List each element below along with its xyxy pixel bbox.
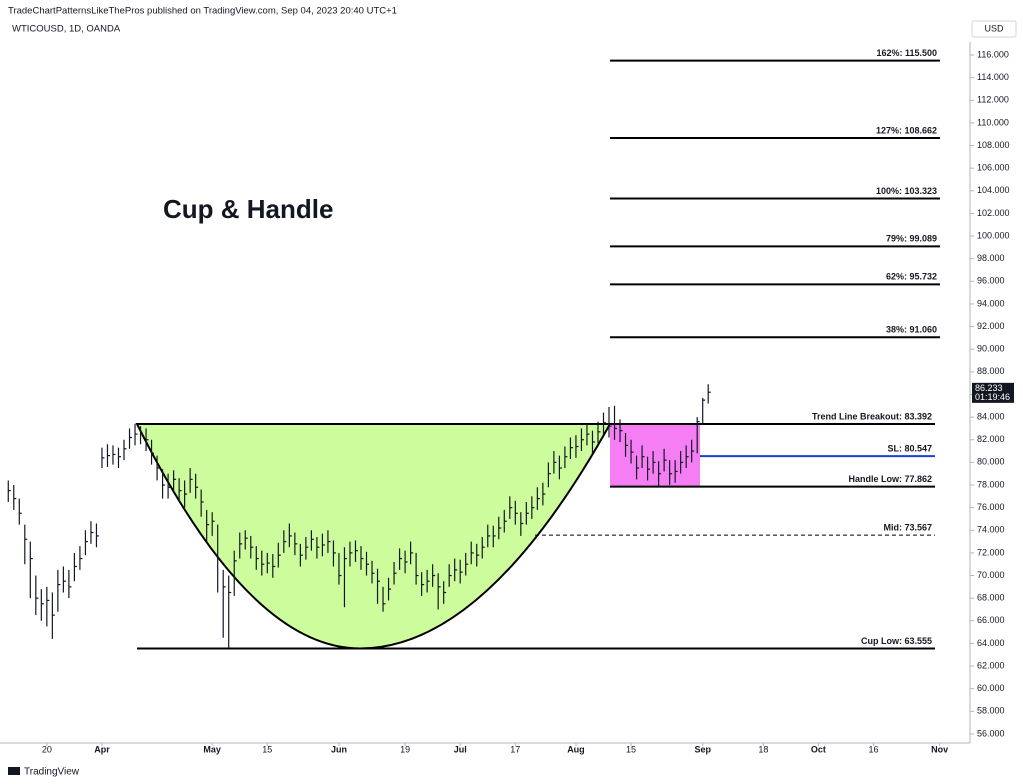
y-tick-label: 68.000 xyxy=(977,593,1005,603)
y-tick-label: 64.000 xyxy=(977,638,1005,648)
x-tick-label: 15 xyxy=(626,744,636,754)
y-tick-label: 104.000 xyxy=(977,185,1010,195)
y-tick-label: 112.000 xyxy=(977,95,1009,105)
logo-mark xyxy=(8,767,20,775)
y-tick-label: 58.000 xyxy=(977,706,1005,716)
x-tick-label: Jul xyxy=(454,744,467,754)
x-tick-label: 19 xyxy=(400,744,410,754)
last-price-box xyxy=(972,382,1014,403)
level-label: 100%: 103.323 xyxy=(876,186,937,196)
y-tick-label: 88.000 xyxy=(977,366,1005,376)
y-tick-label: 116.000 xyxy=(977,49,1009,59)
y-tick-label: 96.000 xyxy=(977,276,1005,286)
countdown-label: 01:19:46 xyxy=(975,392,1010,402)
y-tick-label: 72.000 xyxy=(977,547,1005,557)
y-tick-label: 76.000 xyxy=(977,502,1005,512)
x-tick-label: 15 xyxy=(262,744,272,754)
currency-label[interactable]: USD xyxy=(984,23,1004,33)
y-tick-label: 82.000 xyxy=(977,434,1005,444)
x-tick-label: 16 xyxy=(869,744,879,754)
level-label: SL: 80.547 xyxy=(887,444,932,454)
y-tick-label: 106.000 xyxy=(977,163,1010,173)
last-price-label: 86.233 xyxy=(975,383,1003,393)
level-label: Cup Low: 63.555 xyxy=(861,636,932,646)
level-label: 79%: 99.089 xyxy=(886,234,937,244)
x-tick-label: Sep xyxy=(694,744,711,754)
x-tick-label: Aug xyxy=(567,744,585,754)
x-tick-label: 18 xyxy=(758,744,768,754)
level-label: Trend Line Breakout: 83.392 xyxy=(812,411,932,421)
y-tick-label: 98.000 xyxy=(977,253,1005,263)
y-tick-label: 56.000 xyxy=(977,728,1005,738)
level-label: 62%: 95.732 xyxy=(886,272,937,282)
y-tick-label: 94.000 xyxy=(977,298,1005,308)
y-tick-label: 92.000 xyxy=(977,321,1005,331)
level-label: 127%: 108.662 xyxy=(876,125,937,135)
x-tick-label: Apr xyxy=(94,744,110,754)
y-tick-label: 80.000 xyxy=(977,457,1005,467)
x-tick-label: 17 xyxy=(510,744,520,754)
y-tick-label: 102.000 xyxy=(977,208,1010,218)
y-tick-label: 60.000 xyxy=(977,683,1005,693)
y-tick-label: 100.000 xyxy=(977,230,1010,240)
level-label: Mid: 73.567 xyxy=(883,523,932,533)
level-label: 38%: 91.060 xyxy=(886,325,937,335)
y-tick-label: 74.000 xyxy=(977,525,1005,535)
y-tick-label: 110.000 xyxy=(977,117,1009,127)
y-tick-label: 70.000 xyxy=(977,570,1005,580)
y-tick-label: 84.000 xyxy=(977,411,1005,421)
y-tick-label: 114.000 xyxy=(977,72,1009,82)
y-tick-label: 66.000 xyxy=(977,615,1005,625)
x-tick-label: May xyxy=(203,744,221,754)
publish-header: TradeChartPatternsLikeThePros published … xyxy=(8,6,397,17)
tradingview-logo: TradingView xyxy=(8,767,80,778)
y-tick-label: 78.000 xyxy=(977,479,1005,489)
x-tick-label: Oct xyxy=(811,744,826,754)
x-tick-label: Jun xyxy=(331,744,347,754)
y-tick-label: 62.000 xyxy=(977,660,1005,670)
symbol-label: WTICOUSD, 1D, OANDA xyxy=(12,24,121,35)
currency-box[interactable] xyxy=(971,20,1017,38)
level-label: Handle Low: 77.862 xyxy=(848,474,932,484)
x-tick-label: 20 xyxy=(42,744,52,754)
pattern-title: Cup & Handle xyxy=(163,194,333,224)
y-tick-label: 90.000 xyxy=(977,344,1005,354)
footer-brand: TradingView xyxy=(24,767,80,778)
y-tick-label: 108.000 xyxy=(977,140,1010,150)
level-label: 162%: 115.500 xyxy=(876,48,937,58)
x-tick-label: Nov xyxy=(931,744,948,754)
